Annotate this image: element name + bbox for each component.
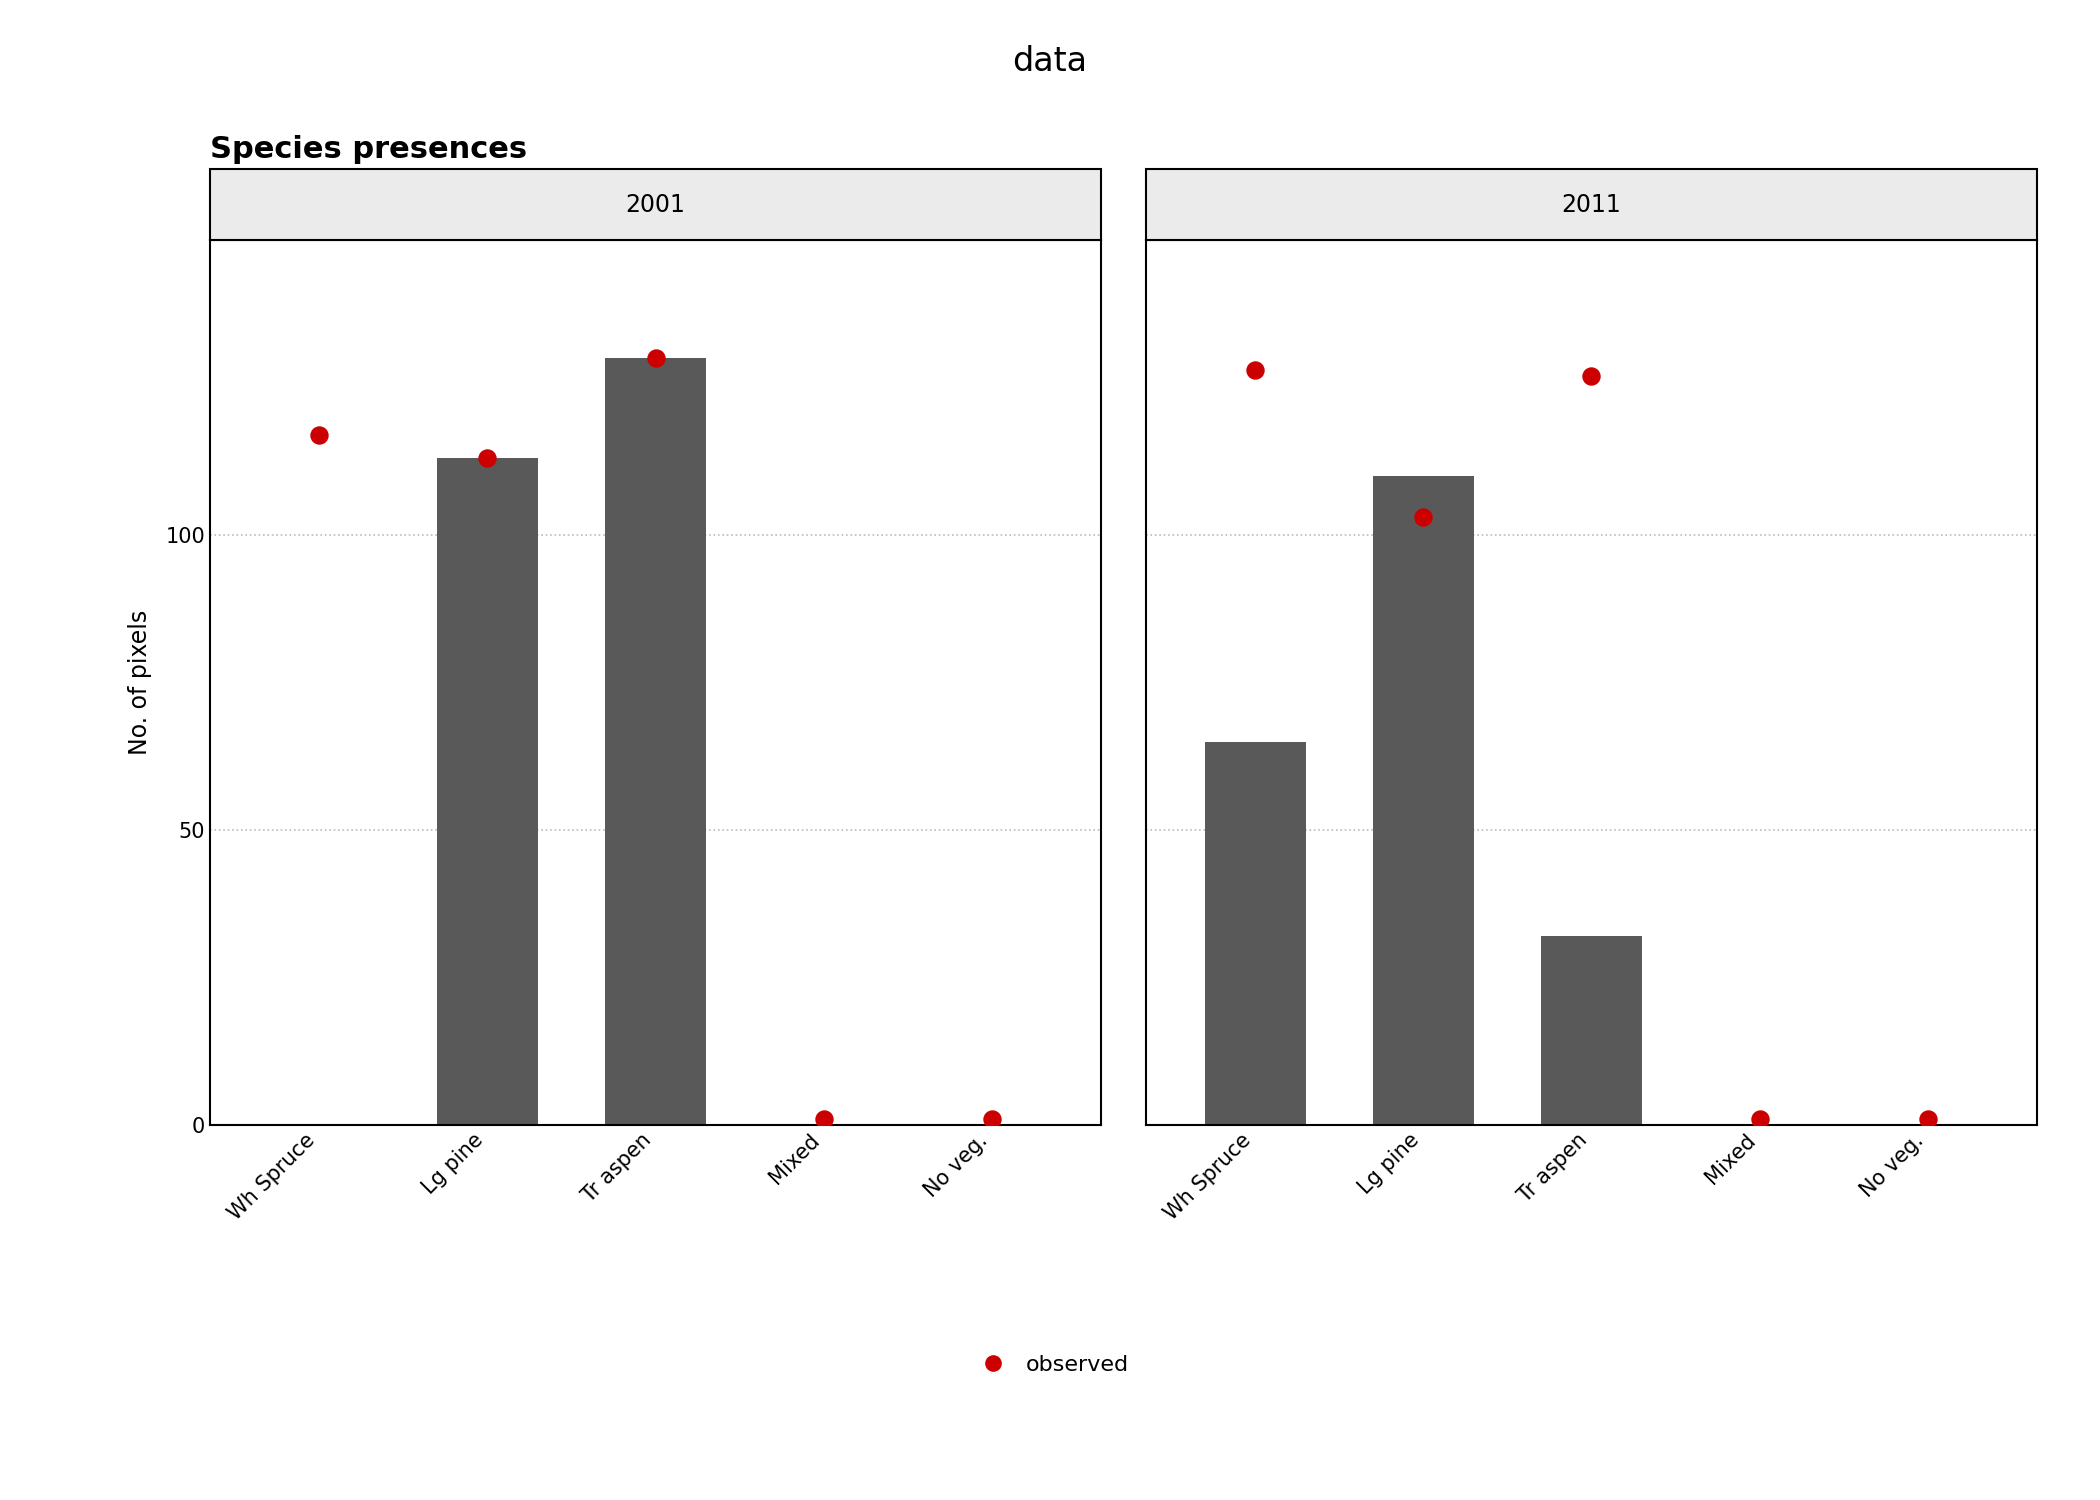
- Text: 2011: 2011: [1562, 192, 1621, 216]
- Point: [1239, 358, 1273, 382]
- Bar: [605, 358, 706, 1125]
- Point: [302, 423, 336, 447]
- Point: [974, 1107, 1008, 1131]
- Text: data: data: [1012, 45, 1088, 78]
- Point: [1743, 1107, 1777, 1131]
- Y-axis label: No. of pixels: No. of pixels: [128, 610, 151, 754]
- Bar: [1205, 741, 1306, 1125]
- Bar: [437, 459, 538, 1125]
- Bar: [1373, 476, 1474, 1125]
- FancyBboxPatch shape: [1147, 170, 2037, 240]
- Point: [470, 447, 504, 471]
- FancyBboxPatch shape: [210, 170, 1100, 240]
- Point: [1575, 363, 1609, 387]
- Point: [638, 346, 672, 370]
- Text: Species presences: Species presences: [210, 135, 527, 164]
- Text: 2001: 2001: [626, 192, 685, 216]
- Point: [1911, 1107, 1945, 1131]
- Bar: [1541, 936, 1642, 1125]
- Legend: observed: observed: [962, 1346, 1138, 1384]
- Point: [1407, 506, 1441, 530]
- Point: [806, 1107, 840, 1131]
